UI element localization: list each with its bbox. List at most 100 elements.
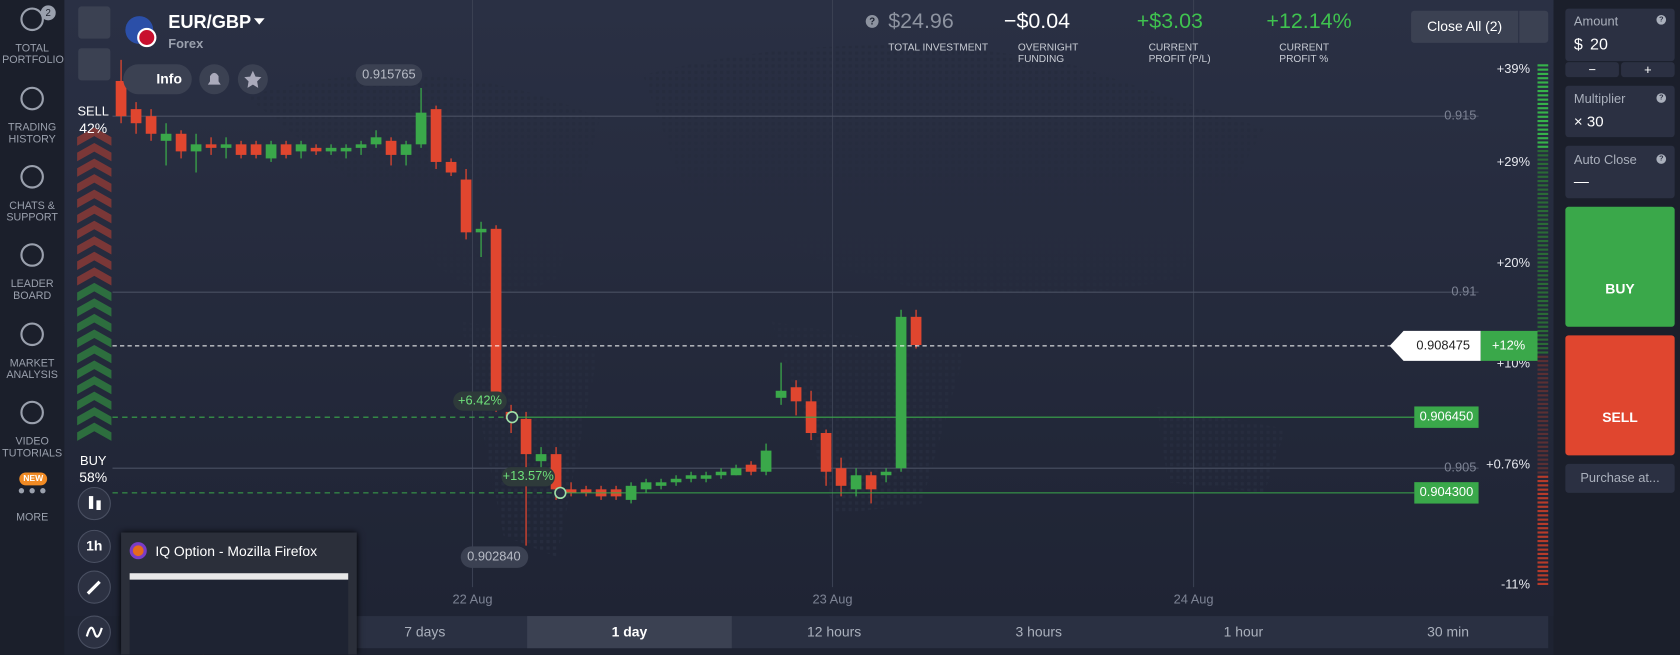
stat-label: OVERNIGHT FUNDING — [1017, 41, 1079, 66]
amount-label: Amount — [1573, 13, 1619, 29]
percent-strip — [1537, 557, 1549, 560]
y-tick-label: 0.915 — [1444, 108, 1476, 123]
percent-strip — [1537, 240, 1549, 243]
percent-strip — [1537, 167, 1549, 170]
percent-strip — [1537, 432, 1549, 436]
multiplier-box[interactable] — [1565, 85, 1675, 138]
sidebar-label[interactable]: MARKET ANALYSIS — [6, 357, 58, 382]
asset-name[interactable]: EUR/GBP — [168, 11, 252, 33]
help-icon: ? — [1656, 93, 1667, 103]
period-btn[interactable]: 1 day — [527, 616, 732, 649]
browser-popup[interactable]: IQ Option - Mozilla Firefox — [121, 532, 357, 655]
candle-body — [355, 144, 367, 148]
sidebar-label[interactable]: TRADING HISTORY — [8, 122, 57, 146]
percent-strip — [1537, 445, 1549, 448]
close-all-menu[interactable] — [1519, 10, 1549, 43]
percent-strip — [1537, 192, 1549, 196]
candle-body — [385, 140, 397, 155]
percent-strip — [1537, 334, 1549, 337]
sidebar-label[interactable]: MORE — [16, 512, 49, 524]
period-btn[interactable]: 3 hours — [1015, 623, 1062, 640]
candle-body — [580, 489, 592, 493]
purchase-btn[interactable]: Purchase at... — [1565, 463, 1675, 493]
sell-btn[interactable] — [1565, 335, 1675, 456]
percent-strip — [1537, 205, 1549, 208]
percent-strip — [1537, 141, 1549, 144]
buy-btn[interactable] — [1565, 206, 1675, 327]
bell-icon — [207, 72, 221, 85]
candle-body — [775, 390, 787, 398]
sidebar-label[interactable]: LEADER BOARD — [10, 278, 54, 303]
current-price: 0.908475 — [1416, 337, 1470, 352]
candle-body — [790, 387, 802, 402]
percent-strip — [1537, 295, 1549, 298]
popup-close[interactable] — [327, 539, 348, 560]
sentiment-chevron — [77, 236, 112, 255]
candle-body — [745, 464, 757, 472]
sidebar-label[interactable]: TOTAL PORTFOLIO — [2, 42, 64, 67]
percent-strip — [1537, 488, 1549, 491]
percent-label: +39% — [1497, 61, 1530, 76]
percent-strip — [1537, 270, 1549, 273]
period-btn[interactable]: 7 days — [404, 623, 446, 640]
percent-strip — [1537, 64, 1549, 67]
candle-body — [655, 482, 667, 486]
amount-box[interactable] — [1565, 8, 1675, 62]
multiplier-label: Multiplier — [1573, 91, 1626, 107]
percent-strip — [1537, 377, 1549, 380]
stat-label: CURRENT PROFIT % — [1279, 41, 1329, 66]
help-icon: ? — [1656, 15, 1667, 25]
period-btn[interactable]: 1 hour — [1223, 623, 1264, 640]
percent-strip — [1537, 330, 1549, 333]
percent-strip — [1537, 235, 1549, 238]
candles-icon — [88, 496, 94, 509]
asset-type: Forex — [168, 36, 204, 52]
percent-strip — [1537, 265, 1549, 268]
stat-value: −$0.04 — [1003, 9, 1071, 34]
percent-strip — [1537, 415, 1549, 418]
percent-strip — [1537, 154, 1549, 157]
plus-btn[interactable]: + — [1621, 62, 1675, 78]
percent-strip — [1537, 98, 1549, 101]
sell-label: SELL — [77, 103, 109, 119]
sidebar-label[interactable]: CHATS & SUPPORT — [6, 200, 58, 224]
sidebar-badge: NEW — [19, 472, 48, 486]
percent-strip — [1537, 518, 1549, 521]
percent-strip — [1537, 304, 1549, 307]
candle-body — [910, 316, 922, 346]
candle-body — [145, 116, 157, 134]
period-btn[interactable]: 12 hours — [807, 623, 862, 640]
percent-label: +29% — [1497, 154, 1530, 169]
candle-body — [760, 450, 772, 472]
percent-strip — [1537, 222, 1549, 226]
info-btn[interactable]: Info — [123, 64, 192, 95]
sentiment-chevron — [77, 407, 112, 426]
percent-strip — [1537, 565, 1549, 568]
timeframe[interactable]: 1h — [86, 537, 103, 554]
profit-label: +6.42% — [458, 392, 502, 407]
candle-body — [865, 475, 877, 490]
sentiment-chevron — [77, 329, 112, 348]
percent-strip — [1537, 544, 1549, 547]
candle-body — [175, 133, 187, 152]
shrink-btn[interactable] — [78, 48, 111, 81]
percent-strip — [1537, 407, 1549, 410]
sidebar-icon — [20, 165, 44, 189]
percent-strip — [1537, 291, 1549, 294]
percent-strip — [1537, 441, 1549, 444]
flag-uk — [137, 27, 157, 48]
sidebar-label[interactable]: VIDEO TUTORIALS — [2, 436, 63, 460]
minus-btn[interactable]: − — [1565, 62, 1619, 78]
auto-close-box[interactable] — [1565, 145, 1675, 199]
close-chart-btn[interactable] — [78, 6, 111, 39]
percent-strip — [1537, 287, 1549, 290]
auto-close-value: — — [1573, 172, 1589, 190]
close-all-btn[interactable]: Close All (2) — [1411, 10, 1519, 43]
percent-strip — [1537, 244, 1549, 247]
percent-strip — [1537, 321, 1549, 324]
asset-caret — [253, 18, 265, 25]
period-btn[interactable]: 30 min — [1427, 623, 1469, 640]
sidebar-icon — [20, 400, 44, 425]
percent-strip — [1537, 210, 1549, 213]
candle-body — [880, 471, 892, 476]
